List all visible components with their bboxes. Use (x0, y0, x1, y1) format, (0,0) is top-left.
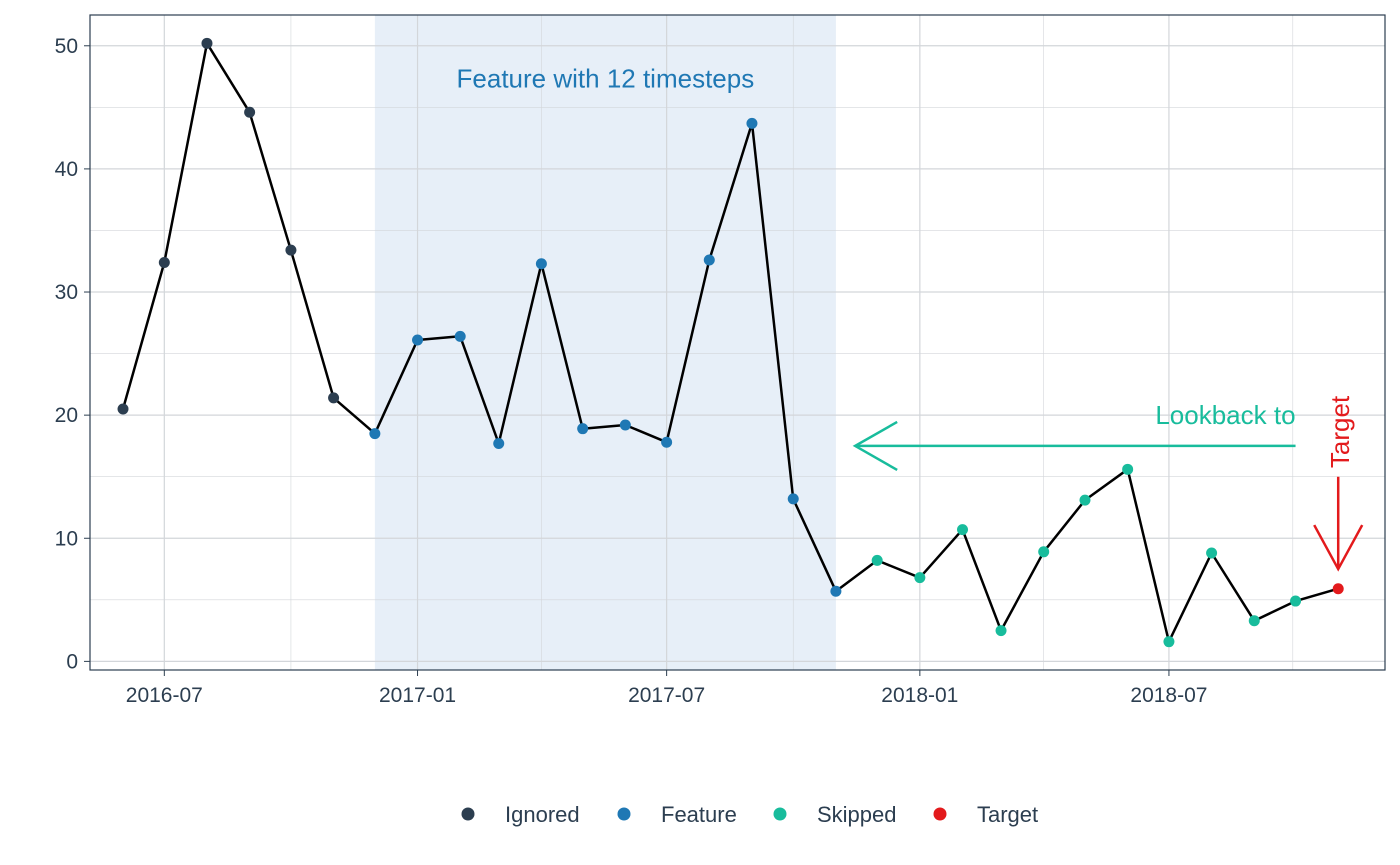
data-point-feature (493, 437, 505, 449)
data-point-skipped (1248, 615, 1260, 627)
feature-window-annotation: Feature with 12 timesteps (457, 64, 755, 94)
data-point-skipped (995, 625, 1007, 637)
lookback-annotation: Lookback to (1155, 400, 1295, 430)
y-tick-label: 20 (55, 404, 78, 427)
lookback-arrow (852, 420, 1296, 472)
data-point-feature (577, 423, 589, 435)
data-points (117, 37, 1344, 648)
legend-label-feature: Feature (661, 802, 737, 827)
lookback-arrow-head (852, 420, 898, 472)
legend-label-skipped: Skipped (817, 802, 897, 827)
feature-window-band (374, 15, 836, 670)
plot-border (89, 14, 1386, 671)
data-point-feature (661, 436, 673, 448)
x-tick-label: 2017-07 (628, 684, 705, 707)
data-point-feature (703, 254, 715, 266)
data-point-ignored (201, 37, 213, 49)
data-point-ignored (285, 244, 297, 256)
x-tick-label: 2018-01 (881, 684, 958, 707)
y-tick-label: 40 (55, 158, 78, 181)
legend-key-skipped (773, 807, 787, 821)
data-point-ignored (328, 392, 340, 404)
data-point-feature (535, 258, 547, 270)
target-annotation: Target (1325, 395, 1355, 468)
data-point-target (1332, 583, 1344, 595)
data-point-skipped (1079, 494, 1091, 506)
data-point-skipped (1290, 595, 1302, 607)
legend-key-target (933, 807, 947, 821)
data-point-ignored (244, 106, 256, 118)
data-point-feature (412, 334, 424, 346)
x-tick-label: 2018-07 (1130, 684, 1207, 707)
data-point-skipped (957, 524, 969, 536)
legend: Ignored Feature Skipped Target (461, 802, 1038, 827)
data-point-feature (619, 419, 631, 431)
data-point-skipped (1122, 463, 1134, 475)
data-point-skipped (871, 554, 883, 566)
data-point-feature (746, 117, 758, 129)
data-point-ignored (158, 256, 170, 268)
y-axis-ticks: 0 10 20 30 40 50 (55, 35, 90, 673)
legend-label-ignored: Ignored (505, 802, 580, 827)
data-point-feature (830, 585, 842, 597)
y-tick-label: 10 (55, 527, 78, 550)
x-tick-label: 2017-01 (379, 684, 456, 707)
legend-key-ignored (461, 807, 475, 821)
data-point-feature (454, 330, 466, 342)
data-point-feature (787, 493, 799, 505)
x-axis-ticks: 2016-07 2017-01 2017-07 2018-01 2018-07 (126, 670, 1207, 707)
legend-label-target: Target (977, 802, 1038, 827)
y-tick-label: 30 (55, 281, 78, 304)
data-point-skipped (914, 572, 926, 584)
data-point-feature (369, 428, 381, 440)
series-line (121, 42, 1339, 643)
y-tick-label: 0 (66, 650, 78, 673)
y-tick-label: 50 (55, 35, 78, 58)
target-arrow (1313, 476, 1364, 572)
data-point-skipped (1038, 546, 1050, 558)
data-point-skipped (1163, 636, 1175, 648)
data-point-skipped (1206, 547, 1218, 559)
target-arrow-head (1313, 524, 1364, 572)
data-point-ignored (117, 403, 129, 415)
legend-key-feature (617, 807, 631, 821)
x-tick-label: 2016-07 (126, 684, 203, 707)
